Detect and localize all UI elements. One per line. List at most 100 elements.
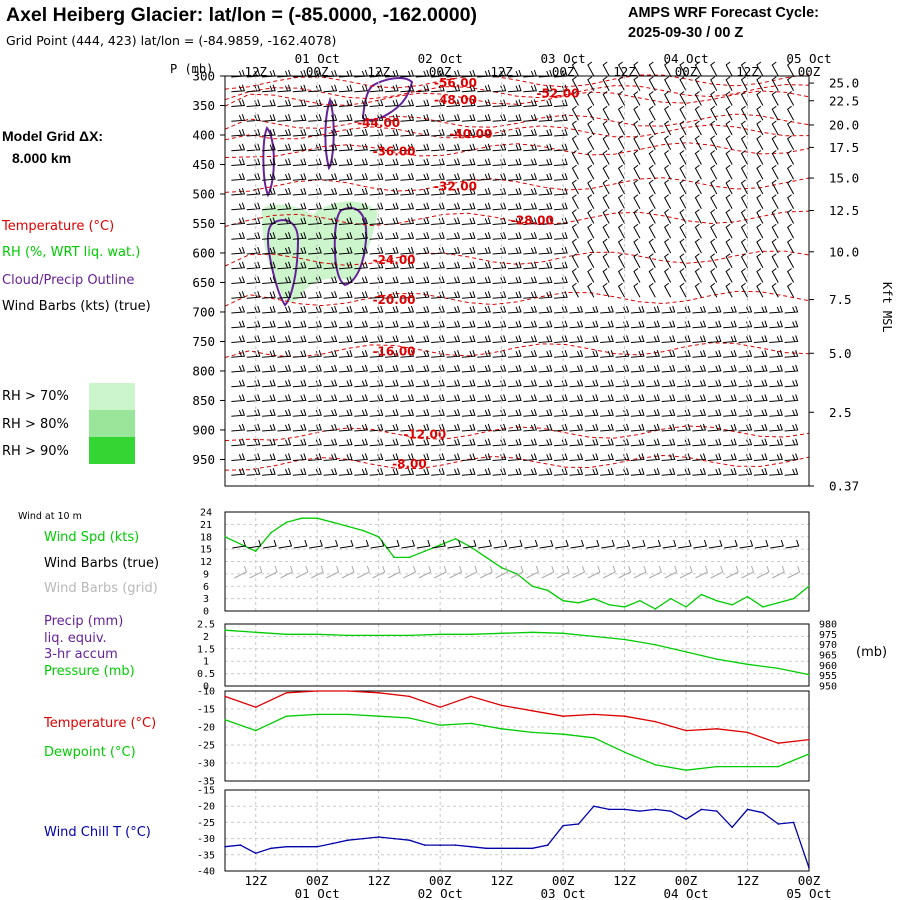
wind-barb-grid — [372, 565, 386, 579]
wind-barb — [740, 150, 748, 165]
temperature-contour-labels: -56.00 -52.00 -48.00 -44.00 -40.00 -36.00 -32.… — [357, 76, 579, 471]
windchill-line-point — [685, 818, 687, 820]
height-tick-label: 12.5 — [829, 203, 859, 218]
wind-barb — [771, 282, 779, 298]
wind-barb — [446, 409, 461, 417]
wind-barb — [292, 320, 307, 329]
wind-barb — [615, 364, 630, 373]
wind-barb — [571, 135, 579, 150]
wind-speed-line-point — [546, 589, 549, 592]
wind-barb — [400, 99, 415, 107]
wind-barb — [756, 150, 764, 165]
legend-temperature: Temperature (°C) — [1, 219, 114, 234]
wind-barb — [400, 394, 415, 402]
wind-barb — [679, 61, 687, 77]
legend-rh80: RH > 80% — [2, 417, 69, 432]
wind-barb — [571, 179, 579, 195]
wind-barb — [262, 350, 276, 358]
wind-barb — [648, 135, 656, 150]
wind-barb — [679, 223, 687, 239]
cloud-outline — [267, 219, 300, 307]
wind-barb — [461, 291, 476, 299]
time-tick-label: 12Z — [244, 873, 267, 888]
y-tick-label: 15 — [200, 545, 212, 556]
wind-barb — [277, 217, 292, 225]
wind-barb — [415, 409, 430, 417]
wind-barb — [246, 335, 261, 343]
wind-barb — [400, 261, 415, 270]
wind-barb — [646, 305, 660, 314]
wind-barb — [292, 261, 307, 270]
wind-barb — [354, 364, 368, 373]
wind-barb — [571, 253, 579, 268]
wind-barb — [354, 128, 368, 137]
wind-barb — [323, 394, 338, 402]
y-tick-label: 0 — [203, 682, 209, 693]
wind-barb — [415, 128, 430, 137]
wind-barb — [477, 128, 491, 137]
wind-barb — [492, 143, 507, 152]
wind-barb-true — [432, 539, 446, 549]
wind-barb — [646, 364, 660, 373]
legend-rh: RH (%, WRT liq. wat.) — [2, 245, 140, 260]
pressure-tick-label: 900 — [192, 422, 215, 437]
wind-barb — [723, 423, 737, 432]
wind-barb — [323, 423, 338, 432]
windchill-line-point — [347, 839, 349, 842]
y-tick-label: 6 — [203, 582, 209, 593]
wind-barb — [710, 150, 718, 165]
wind-barb — [446, 276, 461, 284]
temperature-contour-label: -24.00 — [373, 253, 416, 267]
wind-barb — [523, 128, 538, 137]
windchill-line-point — [485, 847, 488, 850]
wind-barb — [602, 150, 610, 165]
wind-barb — [446, 335, 461, 343]
wind-barb — [633, 164, 641, 180]
time-tick-label: 00Z — [798, 64, 821, 79]
wind-barb — [400, 217, 415, 225]
wind-barb-grid — [310, 565, 324, 579]
wind-barb — [710, 268, 718, 283]
pressure-line-point — [808, 673, 810, 676]
wind-barb — [415, 84, 430, 93]
wind-barb-true — [739, 539, 754, 549]
wind-barb — [617, 253, 626, 268]
wind-speed-line-point — [762, 606, 764, 608]
wind-barb — [400, 232, 415, 240]
wind-barb — [786, 135, 795, 150]
wind-barb — [646, 468, 660, 476]
wind-barb — [231, 335, 246, 343]
wind-barb — [507, 394, 522, 402]
wind-barb — [769, 438, 783, 447]
wind-speed-line-point — [577, 601, 580, 604]
wind-barb — [569, 364, 584, 373]
windchill-line-point — [285, 845, 288, 848]
y-tick-label: 1.5 — [197, 644, 215, 655]
wind-barb — [507, 99, 522, 107]
wind-barb — [338, 217, 353, 225]
wind-barb — [587, 209, 595, 224]
wind-barb — [756, 91, 764, 106]
temperature-contour — [224, 290, 810, 307]
wind-barb — [262, 158, 276, 166]
wind-barb — [538, 99, 553, 107]
wind-barb — [385, 320, 399, 329]
windchill-line-point — [254, 852, 257, 854]
pressure-tick-label: 800 — [192, 363, 215, 378]
wind-barb — [446, 173, 461, 181]
wind-barb — [477, 438, 491, 447]
wind-barb — [277, 291, 292, 299]
wind-barb — [679, 209, 687, 224]
wind-barb — [661, 438, 676, 447]
wind-speed-line — [224, 517, 810, 610]
wind-barb — [725, 105, 733, 121]
wind-barb — [677, 364, 691, 373]
dewpoint-line-point — [408, 717, 411, 719]
wind-speed-line-point — [393, 556, 395, 559]
wind-barb — [385, 187, 399, 196]
wind-barb — [246, 173, 261, 181]
wind-barb — [633, 223, 641, 239]
wind-barb — [677, 423, 691, 432]
temperature-panel: -35 -30 -25 -20 -15 -10 — [197, 687, 810, 788]
wind-barb — [694, 179, 702, 195]
